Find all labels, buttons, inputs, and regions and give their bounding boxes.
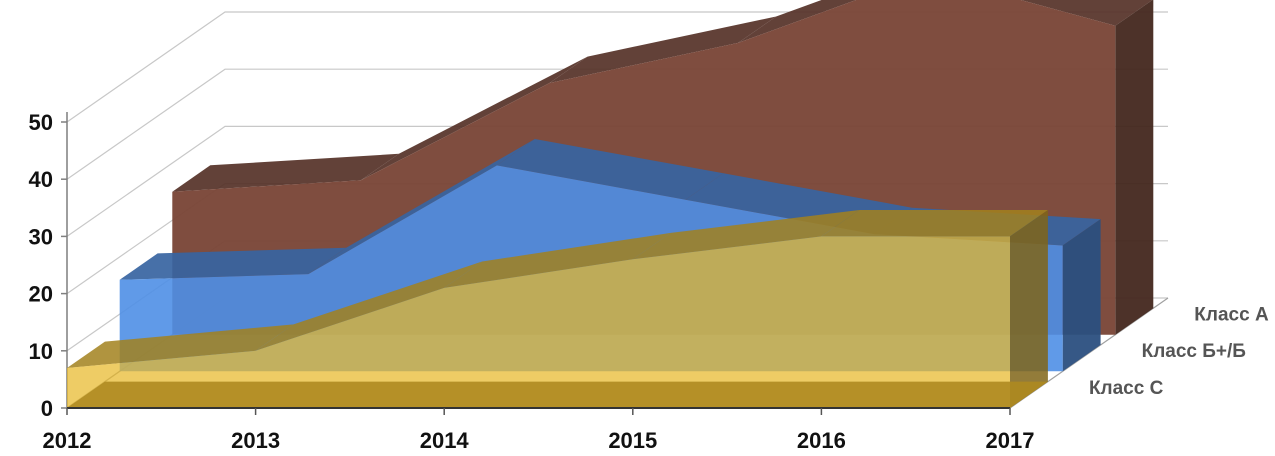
series-top-facet	[632, 210, 860, 260]
y-tick-label: 50	[29, 110, 53, 135]
y-tick-label: 10	[29, 339, 53, 364]
series-end-face	[1062, 219, 1101, 372]
x-tick-label: 2014	[420, 428, 470, 453]
series-end-face	[1115, 0, 1154, 335]
y-tick-label: 30	[29, 224, 53, 249]
series-top-facet	[444, 232, 671, 288]
y-tick-label: 20	[29, 282, 53, 307]
x-tick-label: 2012	[43, 428, 92, 453]
series-label: Класс А	[1194, 305, 1269, 326]
series-floor	[67, 381, 1048, 408]
x-tick-label: 2015	[608, 428, 657, 453]
series-label: Класс С	[1089, 378, 1164, 399]
y-tick-label: 0	[41, 396, 53, 421]
series-1	[67, 210, 1048, 408]
series-top-facet	[172, 153, 399, 192]
series-top-facet	[67, 324, 294, 368]
x-tick-label: 2016	[797, 428, 846, 453]
series-top-facet	[308, 139, 535, 275]
y-tick-label: 40	[29, 167, 53, 192]
x-tick-label: 2013	[231, 428, 280, 453]
series-label: Класс Б+/Б	[1142, 341, 1246, 362]
series-end-face	[1010, 210, 1048, 408]
series-top-facet	[821, 210, 1048, 237]
series-top-facet	[119, 247, 347, 280]
series-top-facet	[738, 0, 857, 43]
series-top-facet	[255, 261, 483, 351]
series-top-facet	[360, 56, 588, 181]
series-top-facet	[549, 16, 777, 83]
series-area	[67, 236, 1010, 408]
series-top-facet	[496, 139, 724, 200]
x-tick-label: 2017	[986, 428, 1035, 453]
series-top-facet	[1020, 0, 1153, 26]
